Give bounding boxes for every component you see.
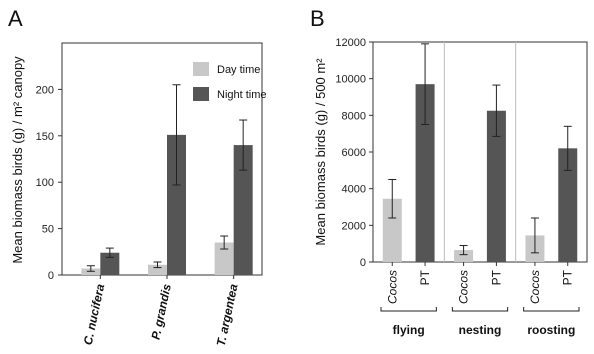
group-label: flying bbox=[393, 323, 425, 337]
panel-a-category-labels: C. nucifera P. grandis T. argentea bbox=[81, 275, 241, 347]
y-tick-label: 4000 bbox=[342, 184, 366, 196]
y-tick-label: 10000 bbox=[335, 74, 366, 86]
group-bracket bbox=[451, 307, 509, 312]
group-label: roosting bbox=[527, 323, 575, 337]
panel-a-bars bbox=[81, 84, 253, 275]
panel-a-legend: Day time Night time bbox=[193, 62, 267, 101]
bar-label-pt: PT bbox=[489, 269, 503, 285]
bar-night bbox=[100, 252, 120, 275]
y-tick-label: 2000 bbox=[342, 220, 366, 232]
legend-swatch-day bbox=[193, 62, 209, 76]
bar-label-pt: PT bbox=[561, 269, 575, 285]
y-tick-label: 0 bbox=[360, 257, 366, 269]
bar-pt bbox=[415, 84, 435, 263]
panel-b-frame bbox=[372, 41, 588, 263]
y-tick-label: 12000 bbox=[335, 37, 366, 49]
y-tick-label: 100 bbox=[36, 177, 54, 189]
bar-label-pt: PT bbox=[418, 269, 432, 285]
legend-label-night: Night time bbox=[217, 89, 267, 101]
group-label: nesting bbox=[459, 323, 502, 337]
y-tick-label: 200 bbox=[36, 84, 54, 96]
y-tick-label: 6000 bbox=[342, 147, 366, 159]
y-tick-label: 150 bbox=[36, 131, 54, 143]
bar-pt bbox=[486, 110, 506, 262]
category-label: P. grandis bbox=[148, 282, 174, 340]
bar-cocos bbox=[382, 198, 402, 262]
panel-b-y-axis-label: Mean biomass birds (g) / 500 m² bbox=[313, 58, 328, 246]
panel-a-frame bbox=[61, 42, 263, 276]
y-tick-label: 0 bbox=[48, 270, 54, 282]
y-tick-label: 8000 bbox=[342, 110, 366, 122]
panel-a-y-ticks: 0 50 100 150 200 bbox=[36, 84, 62, 282]
bar-label-cocos: Cocos bbox=[457, 270, 471, 304]
group-bracket bbox=[523, 307, 580, 312]
bar-day bbox=[214, 242, 234, 275]
bar-night bbox=[167, 134, 186, 275]
bar-night bbox=[233, 145, 253, 275]
legend-label-day: Day time bbox=[217, 64, 260, 76]
group-bracket bbox=[380, 307, 437, 312]
panel-a-y-axis-label: Mean biomass birds (g) / m² canopy bbox=[10, 56, 25, 264]
bar-label-cocos: Cocos bbox=[385, 270, 399, 304]
panel-b-x-labels: Cocos PT flying Cocos PT nesting Cocos PT roosti… bbox=[380, 262, 580, 337]
category-label: C. nucifera bbox=[81, 282, 108, 346]
bar-cocos bbox=[454, 250, 474, 262]
y-tick-label: 50 bbox=[42, 224, 54, 236]
legend-swatch-night bbox=[193, 87, 209, 101]
panel-a-plot-area bbox=[61, 42, 263, 276]
bar-label-cocos: Cocos bbox=[528, 270, 542, 304]
category-label: T. argentea bbox=[214, 282, 241, 347]
panel-b-y-ticks: 0 2000 4000 6000 8000 10000 12000 bbox=[335, 37, 373, 269]
bar-pt bbox=[558, 148, 578, 262]
panel-a-label: A bbox=[8, 6, 23, 31]
panel-b-label: B bbox=[310, 6, 325, 31]
bar-day bbox=[148, 264, 167, 275]
panel-b-bars bbox=[382, 42, 578, 263]
